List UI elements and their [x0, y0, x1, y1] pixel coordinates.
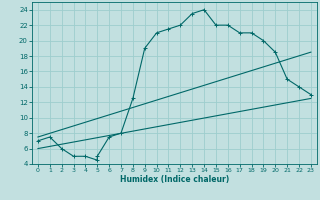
X-axis label: Humidex (Indice chaleur): Humidex (Indice chaleur)	[120, 175, 229, 184]
